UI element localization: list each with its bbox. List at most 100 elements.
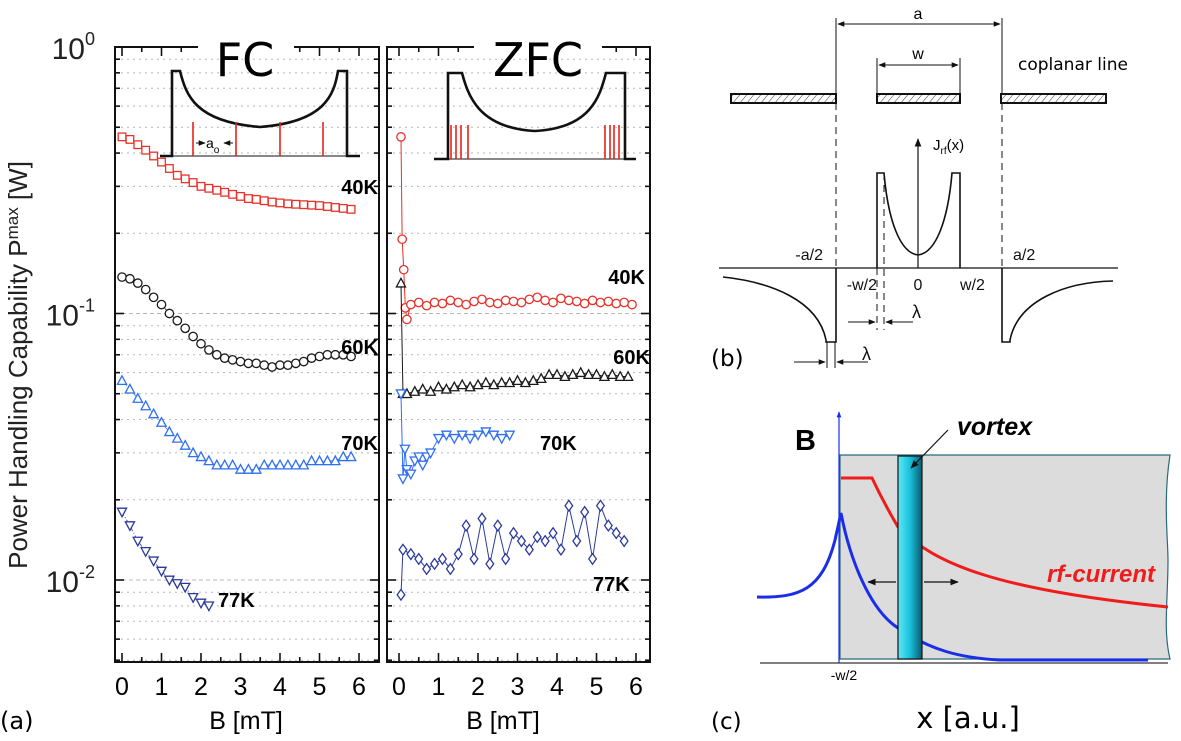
data-point bbox=[580, 505, 590, 519]
panel-label-a: (a) bbox=[0, 707, 33, 735]
data-point bbox=[456, 378, 468, 390]
data-point bbox=[266, 458, 278, 470]
data-point bbox=[267, 362, 277, 372]
data-point bbox=[524, 543, 534, 557]
data-point bbox=[424, 448, 437, 460]
data-point bbox=[155, 416, 168, 427]
data-point bbox=[606, 368, 618, 380]
data-point bbox=[396, 132, 406, 142]
data-point bbox=[258, 458, 270, 470]
data-point bbox=[274, 458, 286, 470]
data-point bbox=[117, 272, 127, 282]
signal-strip bbox=[876, 93, 961, 104]
tick-pos-a-half: a/2 bbox=[1013, 247, 1035, 264]
data-point bbox=[540, 295, 551, 306]
data-point bbox=[422, 562, 432, 576]
data-point bbox=[543, 368, 555, 380]
data-point bbox=[259, 196, 269, 206]
data-point bbox=[313, 454, 326, 466]
data-point bbox=[338, 203, 348, 213]
data-point bbox=[140, 546, 152, 558]
data-point bbox=[125, 134, 135, 144]
data-point bbox=[307, 200, 317, 210]
data-point bbox=[219, 458, 231, 470]
data-point bbox=[401, 387, 413, 399]
data-point bbox=[540, 534, 550, 548]
data-point bbox=[140, 284, 151, 295]
chart-title-zfc: ZFC bbox=[493, 33, 583, 87]
data-point bbox=[437, 552, 448, 566]
series-zfc-77k bbox=[396, 499, 629, 602]
lambda-label-top: λ bbox=[912, 302, 921, 322]
b-axis-label: B bbox=[795, 425, 816, 457]
data-point bbox=[429, 557, 440, 571]
series-label-fc-70k: 70K bbox=[341, 433, 378, 455]
data-point bbox=[485, 557, 495, 571]
data-point bbox=[243, 194, 253, 203]
data-point bbox=[508, 526, 519, 540]
data-point bbox=[524, 294, 535, 305]
tick-neg-w-half-c: -w/2 bbox=[831, 667, 858, 683]
data-point bbox=[242, 463, 255, 474]
data-point bbox=[493, 519, 503, 533]
coplanar-line-label: coplanar line bbox=[1018, 55, 1128, 75]
x-tick-label: 5 bbox=[590, 673, 604, 701]
data-point bbox=[148, 292, 159, 303]
data-point bbox=[275, 198, 285, 208]
data-point bbox=[395, 276, 407, 288]
data-point bbox=[298, 356, 309, 367]
data-point bbox=[346, 351, 356, 362]
data-point bbox=[345, 450, 357, 462]
data-point bbox=[211, 349, 222, 360]
vortex-cylinder bbox=[897, 455, 923, 660]
data-point bbox=[283, 199, 293, 209]
data-point bbox=[503, 430, 516, 442]
series-fc-40k bbox=[117, 132, 356, 214]
data-point bbox=[603, 296, 614, 307]
data-point bbox=[147, 556, 160, 568]
data-point bbox=[511, 374, 524, 386]
x-tick-label: 6 bbox=[629, 673, 643, 701]
data-point bbox=[164, 308, 175, 319]
tick-zero: 0 bbox=[914, 277, 923, 294]
panel-b-coplanar-diagram: a w coplanar line Jrf(x) -a/2 a/2 -w/2 0… bbox=[711, 6, 1128, 372]
data-point bbox=[402, 314, 412, 325]
data-point bbox=[627, 299, 637, 310]
data-point bbox=[622, 370, 634, 381]
data-point bbox=[171, 432, 183, 443]
data-point bbox=[480, 427, 492, 438]
data-point bbox=[251, 194, 261, 204]
data-point bbox=[283, 360, 293, 371]
data-point bbox=[414, 552, 424, 566]
chart-title-fc: FC bbox=[216, 33, 275, 87]
data-point bbox=[290, 358, 301, 369]
data-point bbox=[125, 273, 135, 284]
lambda-label-bottom: λ bbox=[862, 344, 871, 364]
data-point bbox=[563, 295, 574, 306]
data-point bbox=[492, 298, 503, 309]
data-point bbox=[234, 463, 247, 474]
rf-current-label: rf-current bbox=[1047, 561, 1156, 588]
data-point bbox=[448, 433, 460, 445]
data-point bbox=[195, 598, 207, 610]
panel-label-b: (b) bbox=[711, 346, 744, 372]
data-point bbox=[250, 463, 262, 474]
data-point bbox=[532, 530, 542, 544]
data-point bbox=[406, 547, 416, 561]
data-point bbox=[567, 368, 579, 380]
data-point bbox=[398, 543, 408, 557]
data-point bbox=[472, 430, 484, 442]
data-point bbox=[575, 366, 587, 378]
data-point bbox=[587, 295, 598, 306]
data-point bbox=[179, 439, 191, 450]
data-point bbox=[503, 376, 516, 388]
data-point bbox=[228, 189, 238, 199]
data-point bbox=[477, 512, 487, 526]
data-point bbox=[501, 552, 511, 566]
data-point bbox=[195, 450, 207, 462]
data-point bbox=[469, 296, 479, 307]
series-zfc-70k bbox=[395, 389, 516, 485]
data-point bbox=[124, 521, 136, 532]
